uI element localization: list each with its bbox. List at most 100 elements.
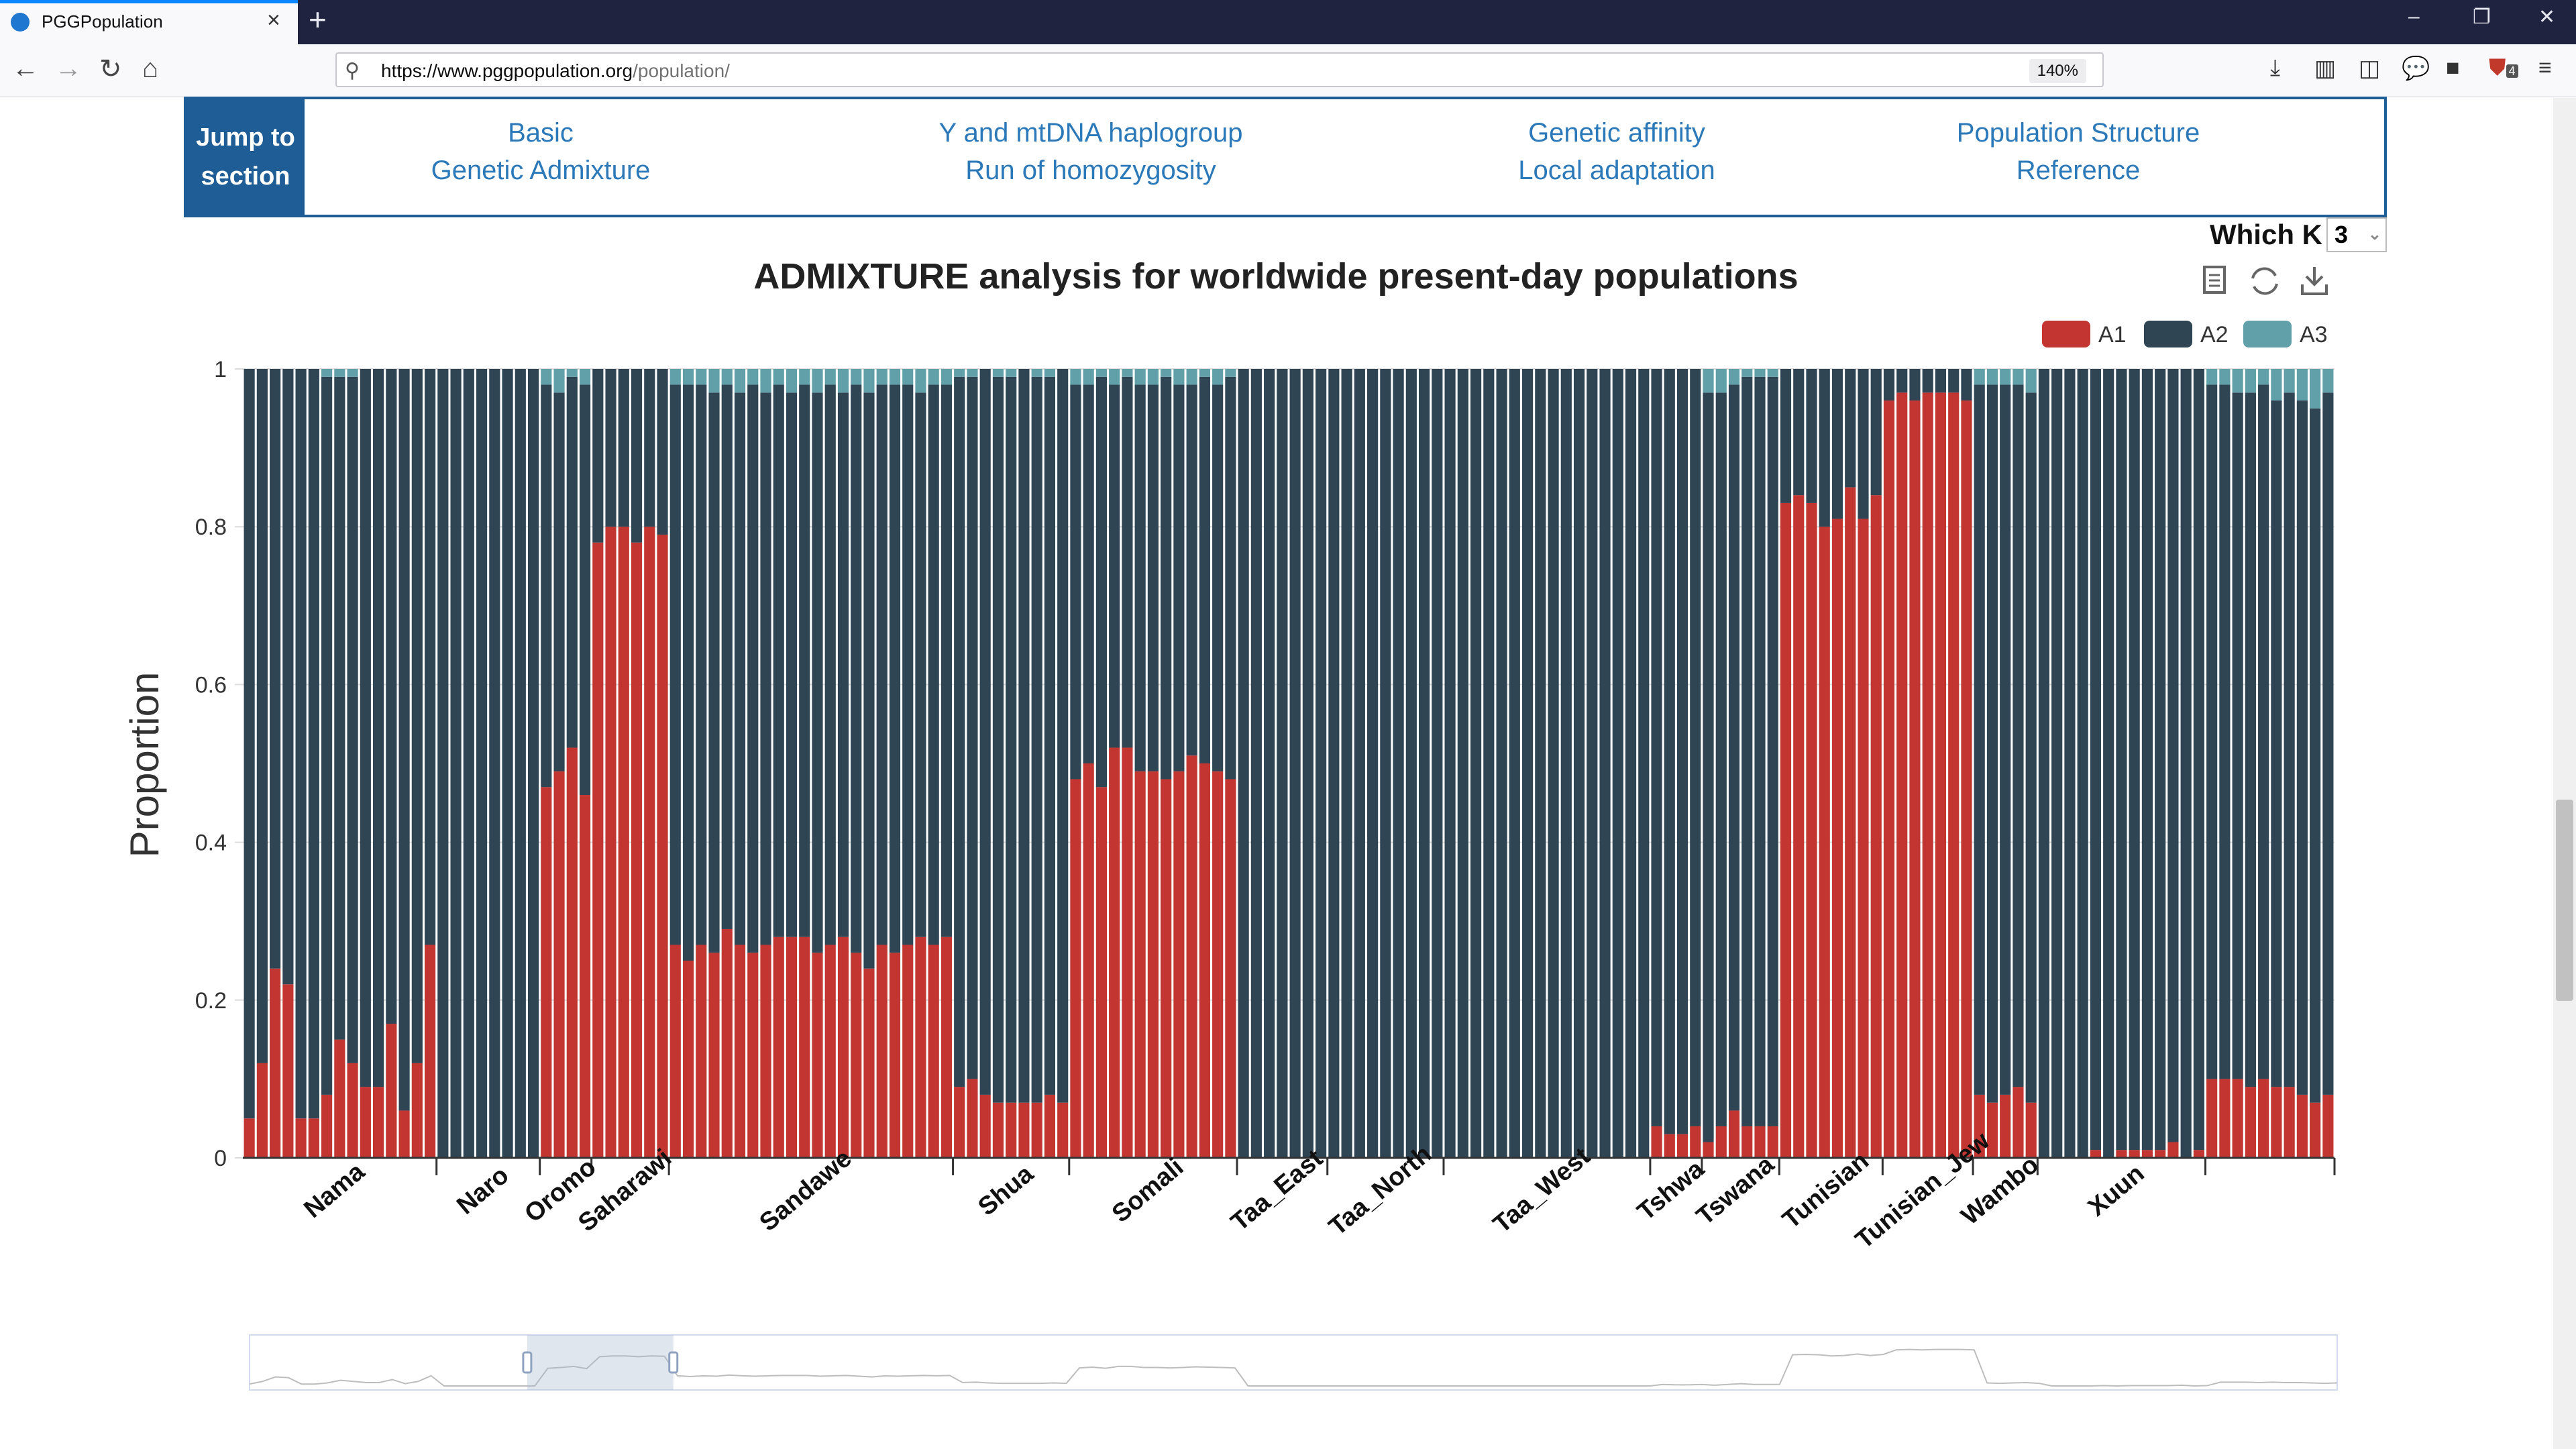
bar-A2[interactable] [244, 369, 255, 1119]
bar-A1[interactable] [2116, 1150, 2127, 1158]
bar-A2[interactable] [2000, 384, 2011, 1095]
bar-A1[interactable] [657, 534, 668, 1158]
bar-A1[interactable] [876, 945, 888, 1158]
link-reference[interactable]: Reference [2016, 156, 2141, 185]
bar-A3[interactable] [915, 369, 926, 393]
chat-icon[interactable]: 💬 [2402, 56, 2430, 81]
bar-A2[interactable] [1948, 369, 1960, 393]
bar-A2[interactable] [1070, 384, 1081, 780]
download-icon[interactable]: ⤓ [2270, 55, 2281, 80]
tab-close-icon[interactable]: × [267, 7, 280, 33]
bar-A1[interactable] [244, 1118, 255, 1158]
bar-A1[interactable] [1741, 1126, 1753, 1158]
bar-A1[interactable] [2284, 1087, 2295, 1158]
bar-A2[interactable] [941, 384, 953, 937]
bar-A2[interactable] [1483, 369, 1495, 1158]
bar-A2[interactable] [1367, 369, 1379, 1158]
bar-A1[interactable] [1806, 502, 1817, 1158]
bar-A3[interactable] [1741, 369, 1753, 377]
data-view-icon[interactable] [2203, 266, 2226, 294]
bar-A3[interactable] [2025, 369, 2037, 393]
bar-A3[interactable] [1199, 369, 1210, 377]
bar-A2[interactable] [2155, 369, 2166, 1150]
bar-A2[interactable] [1057, 369, 1069, 1103]
bar-A1[interactable] [360, 1087, 371, 1158]
bar-A2[interactable] [2064, 369, 2076, 1158]
bar-A1[interactable] [1948, 392, 1960, 1158]
bar-A3[interactable] [2284, 369, 2295, 393]
bar-A1[interactable] [2141, 1150, 2153, 1158]
zoom-window[interactable] [527, 1335, 674, 1390]
link-local-adaptation[interactable]: Local adaptation [1518, 156, 1715, 185]
bar-A2[interactable] [1831, 369, 1843, 519]
bar-A2[interactable] [1006, 376, 1017, 1103]
bar-A2[interactable] [1277, 369, 1288, 1158]
bar-A1[interactable] [1793, 495, 1805, 1158]
bar-A1[interactable] [2090, 1150, 2102, 1158]
bar-A2[interactable] [398, 369, 410, 1111]
bar-A2[interactable] [541, 384, 552, 788]
bar-A1[interactable] [967, 1079, 978, 1158]
restore-chart-icon[interactable] [2251, 267, 2278, 295]
bar-A1[interactable] [773, 936, 784, 1158]
bar-A2[interactable] [308, 369, 319, 1119]
bar-A2[interactable] [334, 376, 345, 1040]
bar-A2[interactable] [1961, 369, 1972, 401]
bar-A2[interactable] [2232, 392, 2243, 1079]
bar-A1[interactable] [1057, 1102, 1069, 1158]
bar-A3[interactable] [2258, 369, 2269, 385]
bar-A2[interactable] [463, 369, 474, 1158]
bar-A1[interactable] [1845, 487, 1856, 1158]
bar-A2[interactable] [592, 369, 604, 543]
bar-A2[interactable] [1354, 369, 1365, 1158]
browser-tab[interactable]: PGGPopulation × [0, 0, 298, 44]
bar-A2[interactable] [1328, 369, 1340, 1158]
bar-A1[interactable] [889, 953, 901, 1158]
bar-A1[interactable] [954, 1087, 965, 1158]
bar-A2[interactable] [1767, 376, 1778, 1126]
bar-A1[interactable] [824, 945, 836, 1158]
bar-A2[interactable] [1264, 369, 1275, 1158]
bar-A2[interactable] [2193, 369, 2204, 1150]
reload-icon[interactable]: ↻ [99, 54, 122, 84]
bar-A1[interactable] [1986, 1102, 1998, 1158]
bar-A2[interactable] [1560, 369, 1572, 1158]
bar-A3[interactable] [863, 369, 875, 393]
bar-A3[interactable] [928, 369, 939, 385]
save-image-icon[interactable] [2301, 267, 2328, 295]
bar-A1[interactable] [1819, 527, 1830, 1158]
bar-A3[interactable] [1122, 369, 1133, 377]
bar-A2[interactable] [1405, 369, 1417, 1158]
bar-A2[interactable] [1302, 369, 1313, 1158]
bar-A3[interactable] [1986, 369, 1998, 385]
bar-A2[interactable] [799, 384, 810, 937]
bar-A3[interactable] [2310, 369, 2321, 409]
bar-A2[interactable] [1444, 369, 1456, 1158]
bar-A2[interactable] [1638, 369, 1650, 1158]
bar-A2[interactable] [1380, 369, 1391, 1158]
bar-A3[interactable] [760, 369, 771, 393]
bar-A1[interactable] [747, 953, 759, 1158]
bar-A1[interactable] [270, 968, 281, 1158]
bar-A3[interactable] [1109, 369, 1120, 385]
bar-A1[interactable] [837, 936, 849, 1158]
bar-A2[interactable] [450, 369, 462, 1158]
bar-A1[interactable] [618, 527, 629, 1158]
bar-A1[interactable] [1703, 1142, 1714, 1158]
bar-A2[interactable] [2296, 400, 2308, 1095]
bar-A2[interactable] [889, 384, 901, 953]
bar-A2[interactable] [1535, 369, 1546, 1158]
bar-A2[interactable] [1018, 369, 1030, 1103]
bar-A3[interactable] [579, 369, 591, 385]
bar-A2[interactable] [1122, 376, 1133, 748]
bar-A2[interactable] [1031, 376, 1042, 1103]
bar-A3[interactable] [682, 369, 694, 385]
bar-A2[interactable] [1250, 369, 1262, 1158]
link-basic[interactable]: Basic [508, 118, 574, 148]
bar-A1[interactable] [1083, 763, 1094, 1158]
bar-A1[interactable] [605, 527, 616, 1158]
bar-A1[interactable] [295, 1118, 307, 1158]
bar-A2[interactable] [2141, 369, 2153, 1150]
bar-A2[interactable] [1316, 369, 1327, 1158]
bar-A2[interactable] [2180, 369, 2192, 1158]
